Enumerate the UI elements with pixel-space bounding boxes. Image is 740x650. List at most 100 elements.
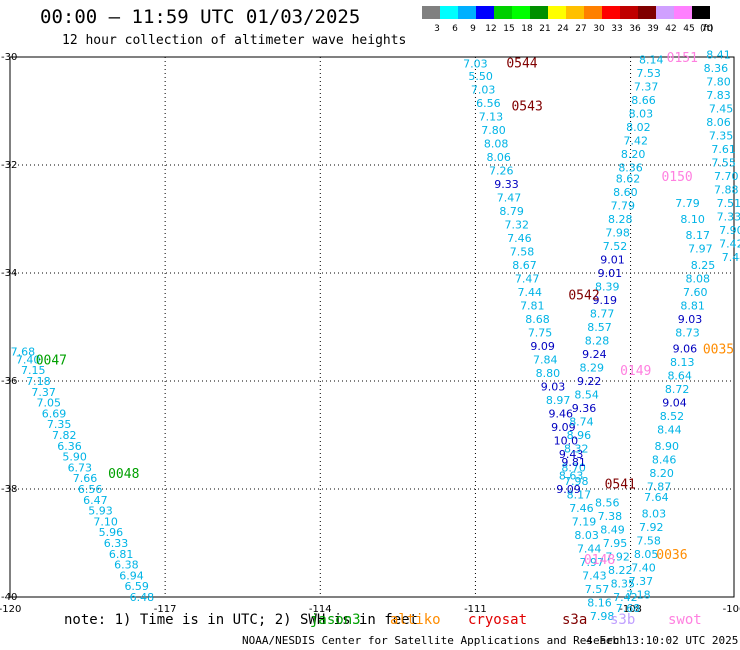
- swh-point: 8.72: [665, 383, 690, 396]
- mission-label-jason3: jason3: [310, 612, 361, 628]
- swh-point: 9.04: [662, 397, 687, 410]
- colorbar-label: 45: [683, 24, 694, 34]
- y-tick-label: -40: [1, 592, 17, 603]
- swh-point: 7.32: [505, 218, 530, 231]
- y-tick-label: -38: [1, 484, 17, 495]
- swh-point: 7.79: [611, 200, 636, 213]
- swh-point: 7.80: [706, 75, 731, 88]
- mission-label-s3a: s3a: [562, 612, 588, 628]
- swh-point: 8.13: [670, 356, 695, 369]
- swh-point: 7.88: [714, 183, 739, 196]
- swh-point: 8.44: [657, 424, 682, 437]
- swh-point: 9.09: [551, 421, 576, 434]
- swh-point: 8.22: [608, 564, 633, 577]
- swh-point: 8.79: [499, 205, 524, 218]
- swh-point: 8.05: [634, 548, 659, 561]
- swh-point: 8.62: [616, 173, 641, 186]
- swh-point: 7.68: [616, 602, 641, 615]
- swh-point: 8.52: [660, 410, 685, 423]
- swh-point: 7.61: [711, 143, 736, 156]
- mission-label-altiko: altiko: [390, 612, 441, 628]
- swh-point: 7.52: [603, 240, 628, 253]
- swh-point: 8.80: [536, 367, 561, 380]
- swh-point: 9.81: [561, 456, 586, 469]
- swh-point: 5.90: [62, 451, 87, 464]
- colorbar-label: 70: [701, 24, 713, 34]
- track-time-label: 0544: [506, 56, 537, 71]
- x-tick-label: -117: [154, 604, 177, 615]
- swh-point: 9.24: [582, 348, 607, 361]
- swh-point: 7.47: [515, 272, 540, 285]
- y-tick-label: -32: [1, 160, 17, 171]
- track-time-label: 0150: [661, 170, 692, 185]
- swh-point: 8.03: [642, 507, 667, 520]
- swh-point: 7.03: [471, 83, 496, 96]
- swh-point: 7.87: [647, 480, 672, 493]
- swh-point: 7.33: [717, 210, 740, 223]
- colorbar-swatch: [584, 6, 602, 19]
- swh-point: 9.03: [541, 380, 566, 393]
- swh-point: 7.18: [626, 588, 651, 601]
- swh-point: 8.14: [639, 54, 664, 67]
- swh-point: 6.56: [476, 97, 501, 110]
- swh-point: 7.40: [631, 561, 656, 574]
- mission-label-cryosat: cryosat: [468, 612, 528, 628]
- swh-point: 6.59: [124, 580, 149, 593]
- swh-point: 7.58: [510, 245, 535, 258]
- x-tick-label: -111: [464, 604, 487, 615]
- swh-point: 5.96: [99, 526, 124, 539]
- swh-point: 8.66: [631, 94, 656, 107]
- swh-point: 7.38: [598, 510, 623, 523]
- swh-point: 7.68: [11, 345, 36, 358]
- swh-point: 7.53: [636, 67, 661, 80]
- swh-point: 7.81: [520, 299, 545, 312]
- swh-point: 7.44: [517, 286, 542, 299]
- swh-point: 8.49: [600, 524, 625, 537]
- colorbar-swatch: [476, 6, 494, 19]
- swh-point: 8.02: [626, 121, 651, 134]
- swh-point: 7.44: [577, 542, 602, 555]
- swh-point: 5.93: [88, 505, 113, 518]
- swh-point: 7.37: [31, 386, 56, 399]
- swh-point: 6.38: [114, 559, 139, 572]
- swh-point: 8.97: [546, 394, 571, 407]
- colorbar-label: 3: [434, 24, 440, 34]
- swh-point: 7.92: [639, 521, 664, 534]
- colorbar-label: 27: [575, 24, 586, 34]
- swh-point: 8.17: [686, 229, 711, 242]
- swh-point: 7.45: [709, 102, 734, 115]
- swh-point: 8.90: [655, 440, 680, 453]
- colorbar-label: 33: [611, 24, 622, 34]
- swh-point: 9.19: [592, 294, 617, 307]
- y-tick-label: -30: [1, 52, 17, 63]
- swh-point: 6.36: [57, 440, 82, 453]
- x-tick-label: -108: [619, 604, 642, 615]
- colorbar-label: 9: [470, 24, 476, 34]
- track-time-label: 0035: [703, 343, 734, 358]
- swh-point: 7.98: [564, 475, 589, 488]
- swh-point: 8.96: [567, 429, 592, 442]
- swh-point: 7.05: [37, 397, 62, 410]
- plot-frame: [9, 56, 735, 598]
- swh-point: 7.15: [21, 364, 46, 377]
- swh-point: 7.95: [603, 537, 628, 550]
- footer-timestamp: 4 Feb 13:10:02 UTC 2025: [586, 634, 739, 647]
- swh-point: 8.39: [595, 281, 620, 294]
- colorbar-label: 36: [629, 24, 641, 34]
- mission-label-swot: swot: [668, 612, 702, 628]
- colorbar-label: 21: [539, 24, 550, 34]
- swh-point: 8.03: [574, 529, 599, 542]
- swh-point: 8.20: [649, 467, 674, 480]
- chart-subtitle: 12 hour collection of altimeter wave hei…: [62, 33, 407, 48]
- colorbar-swatch: [656, 6, 674, 19]
- chart-title: 00:00 — 11:59 UTC 01/03/2025: [40, 6, 361, 28]
- swh-point: 8.60: [613, 186, 638, 199]
- swh-point: 8.36: [618, 162, 643, 175]
- track-time-label: 0047: [36, 353, 67, 368]
- track-time-label: 0148: [584, 553, 615, 568]
- colorbar-swatch: [494, 6, 512, 19]
- track-time-label: 0149: [620, 364, 651, 379]
- colorbar-legend: 3 6 9 12 15 18 21 24 27 30 33 36 39 42 45 70(ft): [422, 6, 714, 34]
- swh-point: 7.83: [706, 89, 731, 102]
- swh-point: 9.36: [572, 402, 597, 415]
